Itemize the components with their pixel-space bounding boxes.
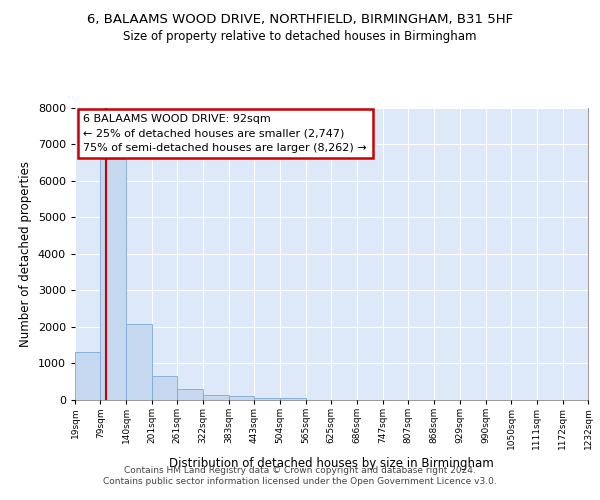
Text: Size of property relative to detached houses in Birmingham: Size of property relative to detached ho… xyxy=(123,30,477,43)
Bar xyxy=(280,398,306,400)
Bar xyxy=(178,389,203,400)
Bar xyxy=(152,376,178,400)
Y-axis label: Number of detached properties: Number of detached properties xyxy=(19,161,32,347)
Text: 6 BALAAMS WOOD DRIVE: 92sqm
← 25% of detached houses are smaller (2,747)
75% of : 6 BALAAMS WOOD DRIVE: 92sqm ← 25% of det… xyxy=(83,114,367,153)
Bar xyxy=(254,398,280,400)
Bar xyxy=(203,394,229,400)
Bar xyxy=(75,352,100,400)
X-axis label: Distribution of detached houses by size in Birmingham: Distribution of detached houses by size … xyxy=(169,458,494,470)
Text: 6, BALAAMS WOOD DRIVE, NORTHFIELD, BIRMINGHAM, B31 5HF: 6, BALAAMS WOOD DRIVE, NORTHFIELD, BIRMI… xyxy=(87,12,513,26)
Bar xyxy=(126,324,152,400)
Bar xyxy=(100,158,126,400)
Text: Contains HM Land Registry data © Crown copyright and database right 2024.: Contains HM Land Registry data © Crown c… xyxy=(124,466,476,475)
Text: Contains public sector information licensed under the Open Government Licence v3: Contains public sector information licen… xyxy=(103,477,497,486)
Bar xyxy=(229,396,254,400)
